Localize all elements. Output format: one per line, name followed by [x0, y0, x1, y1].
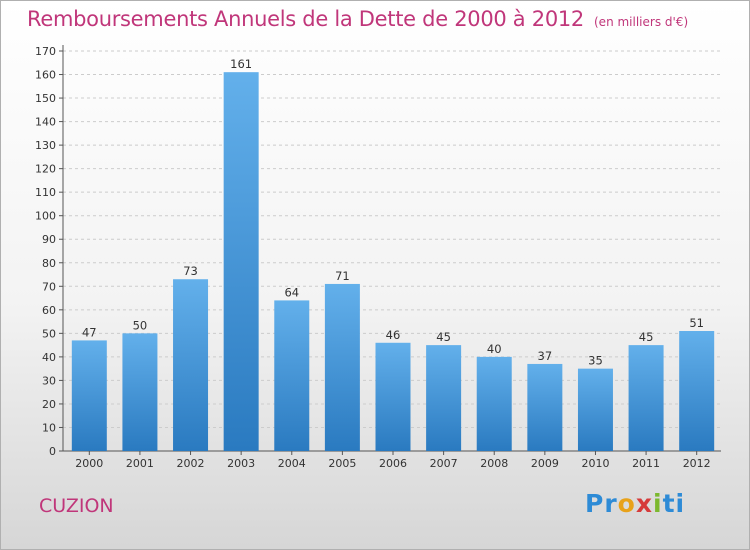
- data-label: 35: [588, 354, 603, 368]
- chart-title: Remboursements Annuels de la Dette de 20…: [27, 7, 688, 31]
- x-tick-label: 2007: [430, 457, 458, 470]
- data-label: 161: [230, 57, 252, 71]
- data-label: 37: [538, 349, 553, 363]
- data-label: 40: [487, 342, 502, 356]
- bar: [375, 342, 411, 451]
- data-label: 64: [284, 285, 299, 299]
- x-tick-label: 2006: [379, 457, 407, 470]
- bar: [122, 333, 158, 451]
- bar: [324, 283, 360, 451]
- bar: [527, 363, 563, 451]
- y-tick-label: 150: [35, 92, 56, 105]
- x-tick-label: 2000: [75, 457, 103, 470]
- x-tick-label: 2009: [531, 457, 559, 470]
- y-tick-label: 60: [42, 304, 56, 317]
- y-tick-label: 40: [42, 351, 56, 364]
- y-tick-label: 0: [49, 445, 56, 458]
- commune-name: CUZION: [39, 495, 114, 517]
- bar: [71, 340, 107, 451]
- x-tick-label: 2003: [227, 457, 255, 470]
- y-tick-label: 80: [42, 257, 56, 270]
- chart-title-text: Remboursements Annuels de la Dette de 20…: [27, 7, 584, 31]
- y-tick-label: 70: [42, 280, 56, 293]
- proxiti-logo: Proxiti: [585, 489, 685, 518]
- bar: [223, 72, 259, 452]
- x-tick-label: 2002: [177, 457, 205, 470]
- bar: [628, 345, 664, 451]
- bar: [679, 331, 715, 451]
- logo-part-3: x: [635, 489, 653, 518]
- y-tick-label: 130: [35, 139, 56, 152]
- x-tick-label: 2012: [683, 457, 711, 470]
- y-tick-label: 100: [35, 210, 56, 223]
- x-tick-label: 2008: [480, 457, 508, 470]
- y-tick-label: 110: [35, 186, 56, 199]
- y-tick-label: 170: [35, 45, 56, 58]
- y-tick-label: 10: [42, 421, 56, 434]
- y-tick-label: 50: [42, 327, 56, 340]
- logo-part-1: Pr: [585, 489, 618, 518]
- data-label: 51: [689, 316, 704, 330]
- y-tick-label: 90: [42, 233, 56, 246]
- bar: [274, 300, 310, 451]
- data-label: 73: [183, 264, 198, 278]
- y-tick-label: 140: [35, 116, 56, 129]
- logo-part-4: i: [652, 489, 663, 518]
- bar: [476, 356, 512, 451]
- data-label: 50: [133, 318, 148, 332]
- data-label: 46: [386, 328, 401, 342]
- x-tick-label: 2010: [581, 457, 609, 470]
- bar: [173, 279, 209, 451]
- y-tick-label: 20: [42, 398, 56, 411]
- x-tick-label: 2005: [328, 457, 356, 470]
- logo-part-2: o: [617, 489, 636, 518]
- y-tick-label: 30: [42, 374, 56, 387]
- bar: [426, 345, 462, 451]
- y-tick-label: 160: [35, 69, 56, 82]
- bar: [577, 368, 613, 451]
- data-label: 45: [436, 330, 451, 344]
- x-tick-label: 2011: [632, 457, 660, 470]
- x-tick-label: 2001: [126, 457, 154, 470]
- y-tick-label: 120: [35, 163, 56, 176]
- data-label: 45: [639, 330, 654, 344]
- chart-unit: (en milliers d'€): [594, 15, 689, 29]
- logo-part-5: ti: [662, 489, 686, 518]
- data-label: 71: [335, 269, 350, 283]
- x-tick-label: 2004: [278, 457, 306, 470]
- data-label: 47: [82, 325, 97, 339]
